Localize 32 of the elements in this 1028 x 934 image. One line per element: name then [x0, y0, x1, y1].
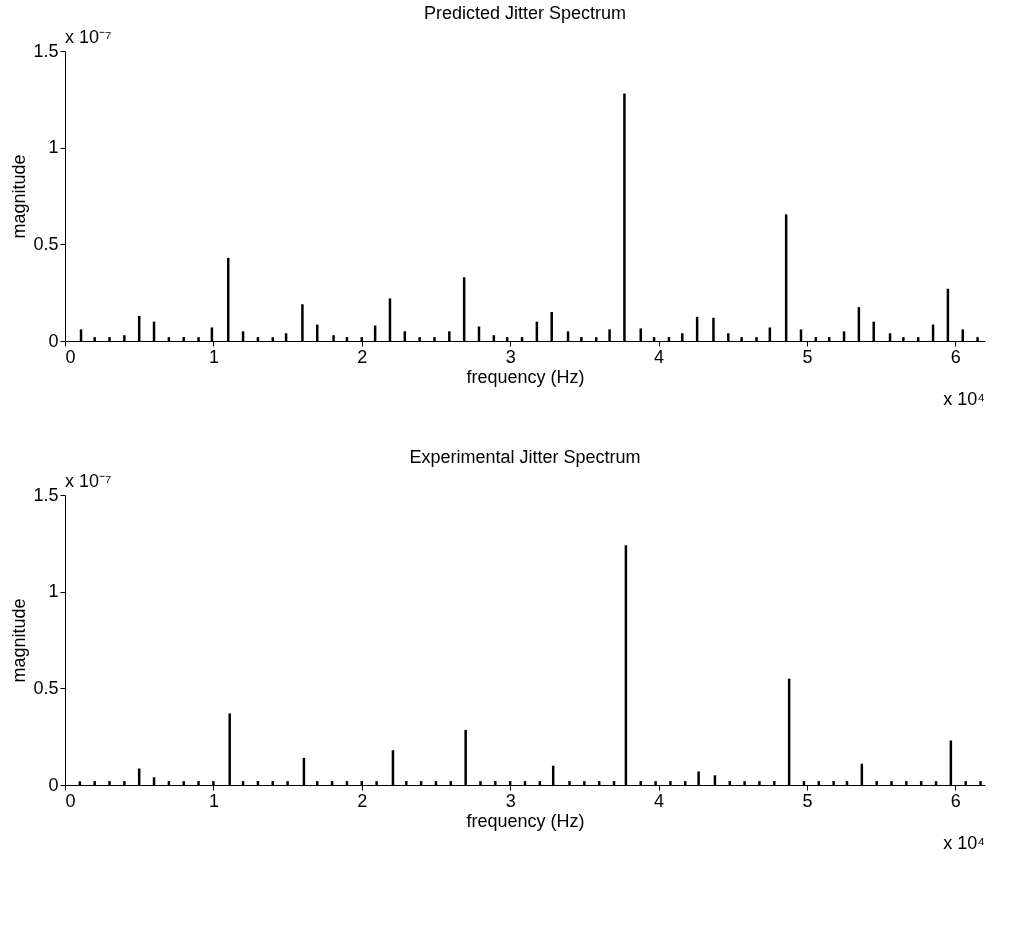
chart-title: Experimental Jitter Spectrum — [409, 447, 641, 467]
y-tick-label: 0 — [48, 774, 59, 795]
x-tick-label: 5 — [802, 346, 813, 367]
y-axis-title: magnitude — [9, 154, 30, 239]
text: x 10⁻⁷ — [65, 471, 112, 491]
x-tick-label: 3 — [505, 346, 516, 367]
x-tick-label: 1 — [208, 346, 219, 367]
y-tick-label: 0.5 — [33, 233, 59, 254]
x-tick-label: 6 — [950, 346, 961, 367]
x-tick-label: 2 — [357, 790, 368, 811]
x-tick-label: 0 — [65, 346, 76, 367]
chart-title: Predicted Jitter Spectrum — [423, 3, 627, 23]
x-tick-label: 4 — [654, 790, 665, 811]
text: x 10⁴ — [943, 389, 985, 409]
y-tick-label: 1 — [48, 137, 59, 158]
text: x 10⁻⁷ — [65, 27, 112, 47]
y-tick-label: 0 — [48, 330, 59, 351]
y-tick-label: 0.5 — [33, 677, 59, 698]
x-tick-label: 3 — [505, 790, 516, 811]
x-axis-title: frequency (Hz) — [466, 810, 585, 831]
x-tick-label: 2 — [357, 346, 368, 367]
x-tick-label: 5 — [802, 790, 813, 811]
y-tick-label: 1.5 — [33, 484, 59, 505]
x-axis-title: frequency (Hz) — [466, 366, 585, 387]
y-axis-title: magnitude — [9, 598, 30, 683]
x-tick-label: 4 — [654, 346, 665, 367]
y-tick-label: 1.5 — [33, 40, 59, 61]
x-tick-label: 1 — [208, 790, 219, 811]
x-tick-label: 0 — [65, 790, 76, 811]
y-tick-label: 1 — [48, 581, 59, 602]
x-tick-label: 6 — [950, 790, 961, 811]
text: x 10⁴ — [943, 833, 985, 853]
